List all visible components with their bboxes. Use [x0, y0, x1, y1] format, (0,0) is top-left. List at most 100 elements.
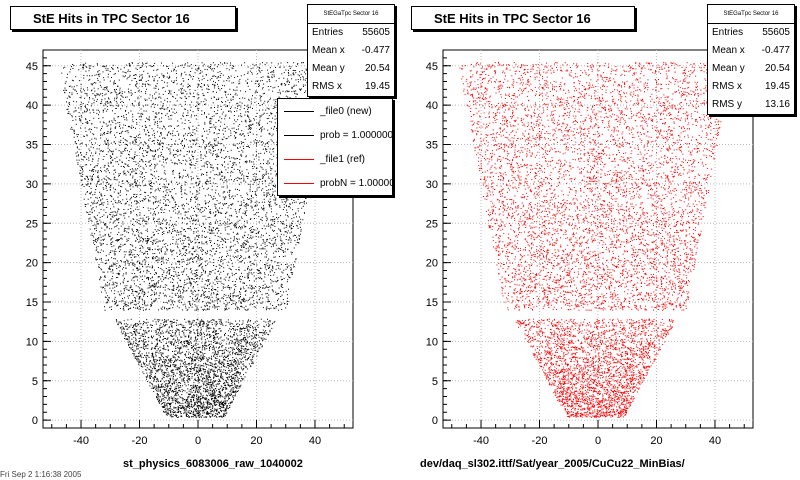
scatter-point: [166, 324, 168, 326]
scatter-point: [256, 142, 258, 144]
scatter-point: [298, 234, 300, 236]
scatter-point: [167, 288, 169, 290]
scatter-point: [258, 181, 260, 183]
scatter-point: [201, 410, 203, 412]
scatter-point: [233, 334, 235, 336]
scatter-point: [292, 87, 294, 89]
scatter-point: [174, 389, 176, 390]
scatter-point: [149, 196, 151, 198]
scatter-point: [197, 86, 199, 88]
scatter-point: [131, 289, 133, 291]
scatter-point: [87, 89, 89, 91]
scatter-point: [236, 338, 238, 340]
scatter-point: [266, 306, 268, 308]
scatter-point: [199, 388, 201, 390]
scatter-point: [216, 281, 218, 283]
scatter-point: [111, 264, 113, 266]
scatter-point: [247, 330, 249, 332]
scatter-point: [132, 116, 134, 118]
scatter-point: [297, 220, 299, 222]
scatter-point: [144, 302, 145, 304]
scatter-point: [80, 102, 82, 104]
scatter-point: [227, 93, 229, 95]
scatter-point: [142, 147, 143, 149]
scatter-point: [189, 163, 191, 165]
scatter-point: [125, 203, 127, 205]
scatter-point: [234, 179, 235, 181]
scatter-point: [107, 108, 109, 110]
scatter-point: [104, 276, 106, 278]
scatter-point: [177, 369, 179, 371]
scatter-point: [192, 291, 194, 293]
scatter-point: [143, 323, 144, 324]
scatter-point: [160, 151, 162, 153]
scatter-point: [118, 200, 120, 202]
scatter-point: [196, 358, 198, 360]
scatter-point: [107, 100, 108, 102]
scatter-point: [272, 117, 274, 119]
scatter-point: [135, 285, 137, 287]
scatter-point: [107, 73, 109, 75]
scatter-point: [155, 298, 157, 300]
scatter-point: [103, 209, 105, 211]
scatter-point: [155, 344, 157, 346]
scatter-point: [189, 132, 191, 134]
scatter-point: [240, 288, 242, 290]
scatter-point: [221, 355, 223, 357]
scatter-point: [140, 347, 142, 349]
scatter-point: [227, 338, 229, 340]
scatter-point: [136, 344, 138, 346]
scatter-point: [156, 286, 158, 288]
scatter-point: [119, 124, 121, 126]
scatter-point: [134, 156, 136, 157]
scatter-point: [132, 294, 134, 296]
scatter-point: [221, 237, 223, 239]
scatter-point: [138, 102, 140, 104]
scatter-point: [146, 117, 147, 119]
scatter-point: [259, 297, 261, 299]
scatter-point: [211, 394, 213, 396]
scatter-point: [300, 221, 301, 223]
scatter-point: [211, 399, 212, 401]
scatter-point: [248, 298, 250, 300]
scatter-point: [205, 271, 206, 273]
scatter-point: [155, 292, 157, 294]
scatter-point: [186, 411, 188, 413]
scatter-point: [187, 211, 189, 213]
scatter-point: [168, 366, 170, 368]
scatter-point: [240, 350, 242, 352]
scatter-point: [212, 382, 214, 384]
scatter-point: [150, 278, 152, 280]
scatter-point: [221, 366, 223, 368]
scatter-point: [85, 107, 87, 109]
scatter-point: [120, 139, 122, 141]
scatter-point: [292, 209, 294, 211]
scatter-point: [244, 282, 245, 284]
scatter-point: [180, 84, 182, 86]
scatter-point: [200, 151, 201, 153]
scatter-point: [169, 125, 171, 127]
scatter-point: [80, 127, 81, 129]
scatter-point: [193, 207, 194, 209]
scatter-point: [193, 96, 195, 98]
scatter-point: [173, 322, 175, 323]
scatter-point: [190, 282, 192, 284]
scatter-point: [250, 264, 252, 266]
scatter-point: [163, 126, 165, 128]
scatter-point: [305, 69, 307, 71]
scatter-point: [156, 350, 158, 352]
scatter-point: [147, 327, 149, 329]
scatter-point: [95, 246, 97, 248]
scatter-point: [102, 88, 104, 90]
scatter-point: [166, 388, 168, 390]
scatter-point: [260, 152, 262, 154]
scatter-point: [213, 289, 215, 290]
scatter-point: [221, 346, 223, 348]
scatter-point: [288, 90, 290, 92]
scatter-point: [210, 196, 212, 198]
scatter-point: [180, 75, 182, 77]
scatter-point: [164, 403, 166, 405]
scatter-point: [139, 148, 141, 150]
scatter-point: [165, 243, 167, 245]
scatter-point: [194, 237, 196, 239]
